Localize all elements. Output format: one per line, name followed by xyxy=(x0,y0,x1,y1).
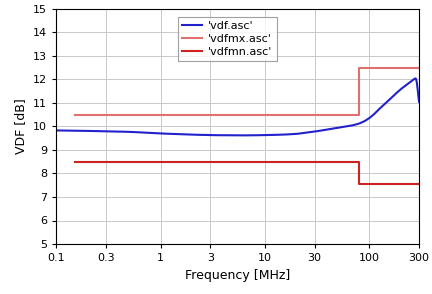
Y-axis label: VDF [dB]: VDF [dB] xyxy=(14,98,28,154)
X-axis label: Frequency [MHz]: Frequency [MHz] xyxy=(185,269,290,282)
Legend: 'vdf.asc', 'vdfmx.asc', 'vdfmn.asc': 'vdf.asc', 'vdfmx.asc', 'vdfmn.asc' xyxy=(178,17,276,61)
